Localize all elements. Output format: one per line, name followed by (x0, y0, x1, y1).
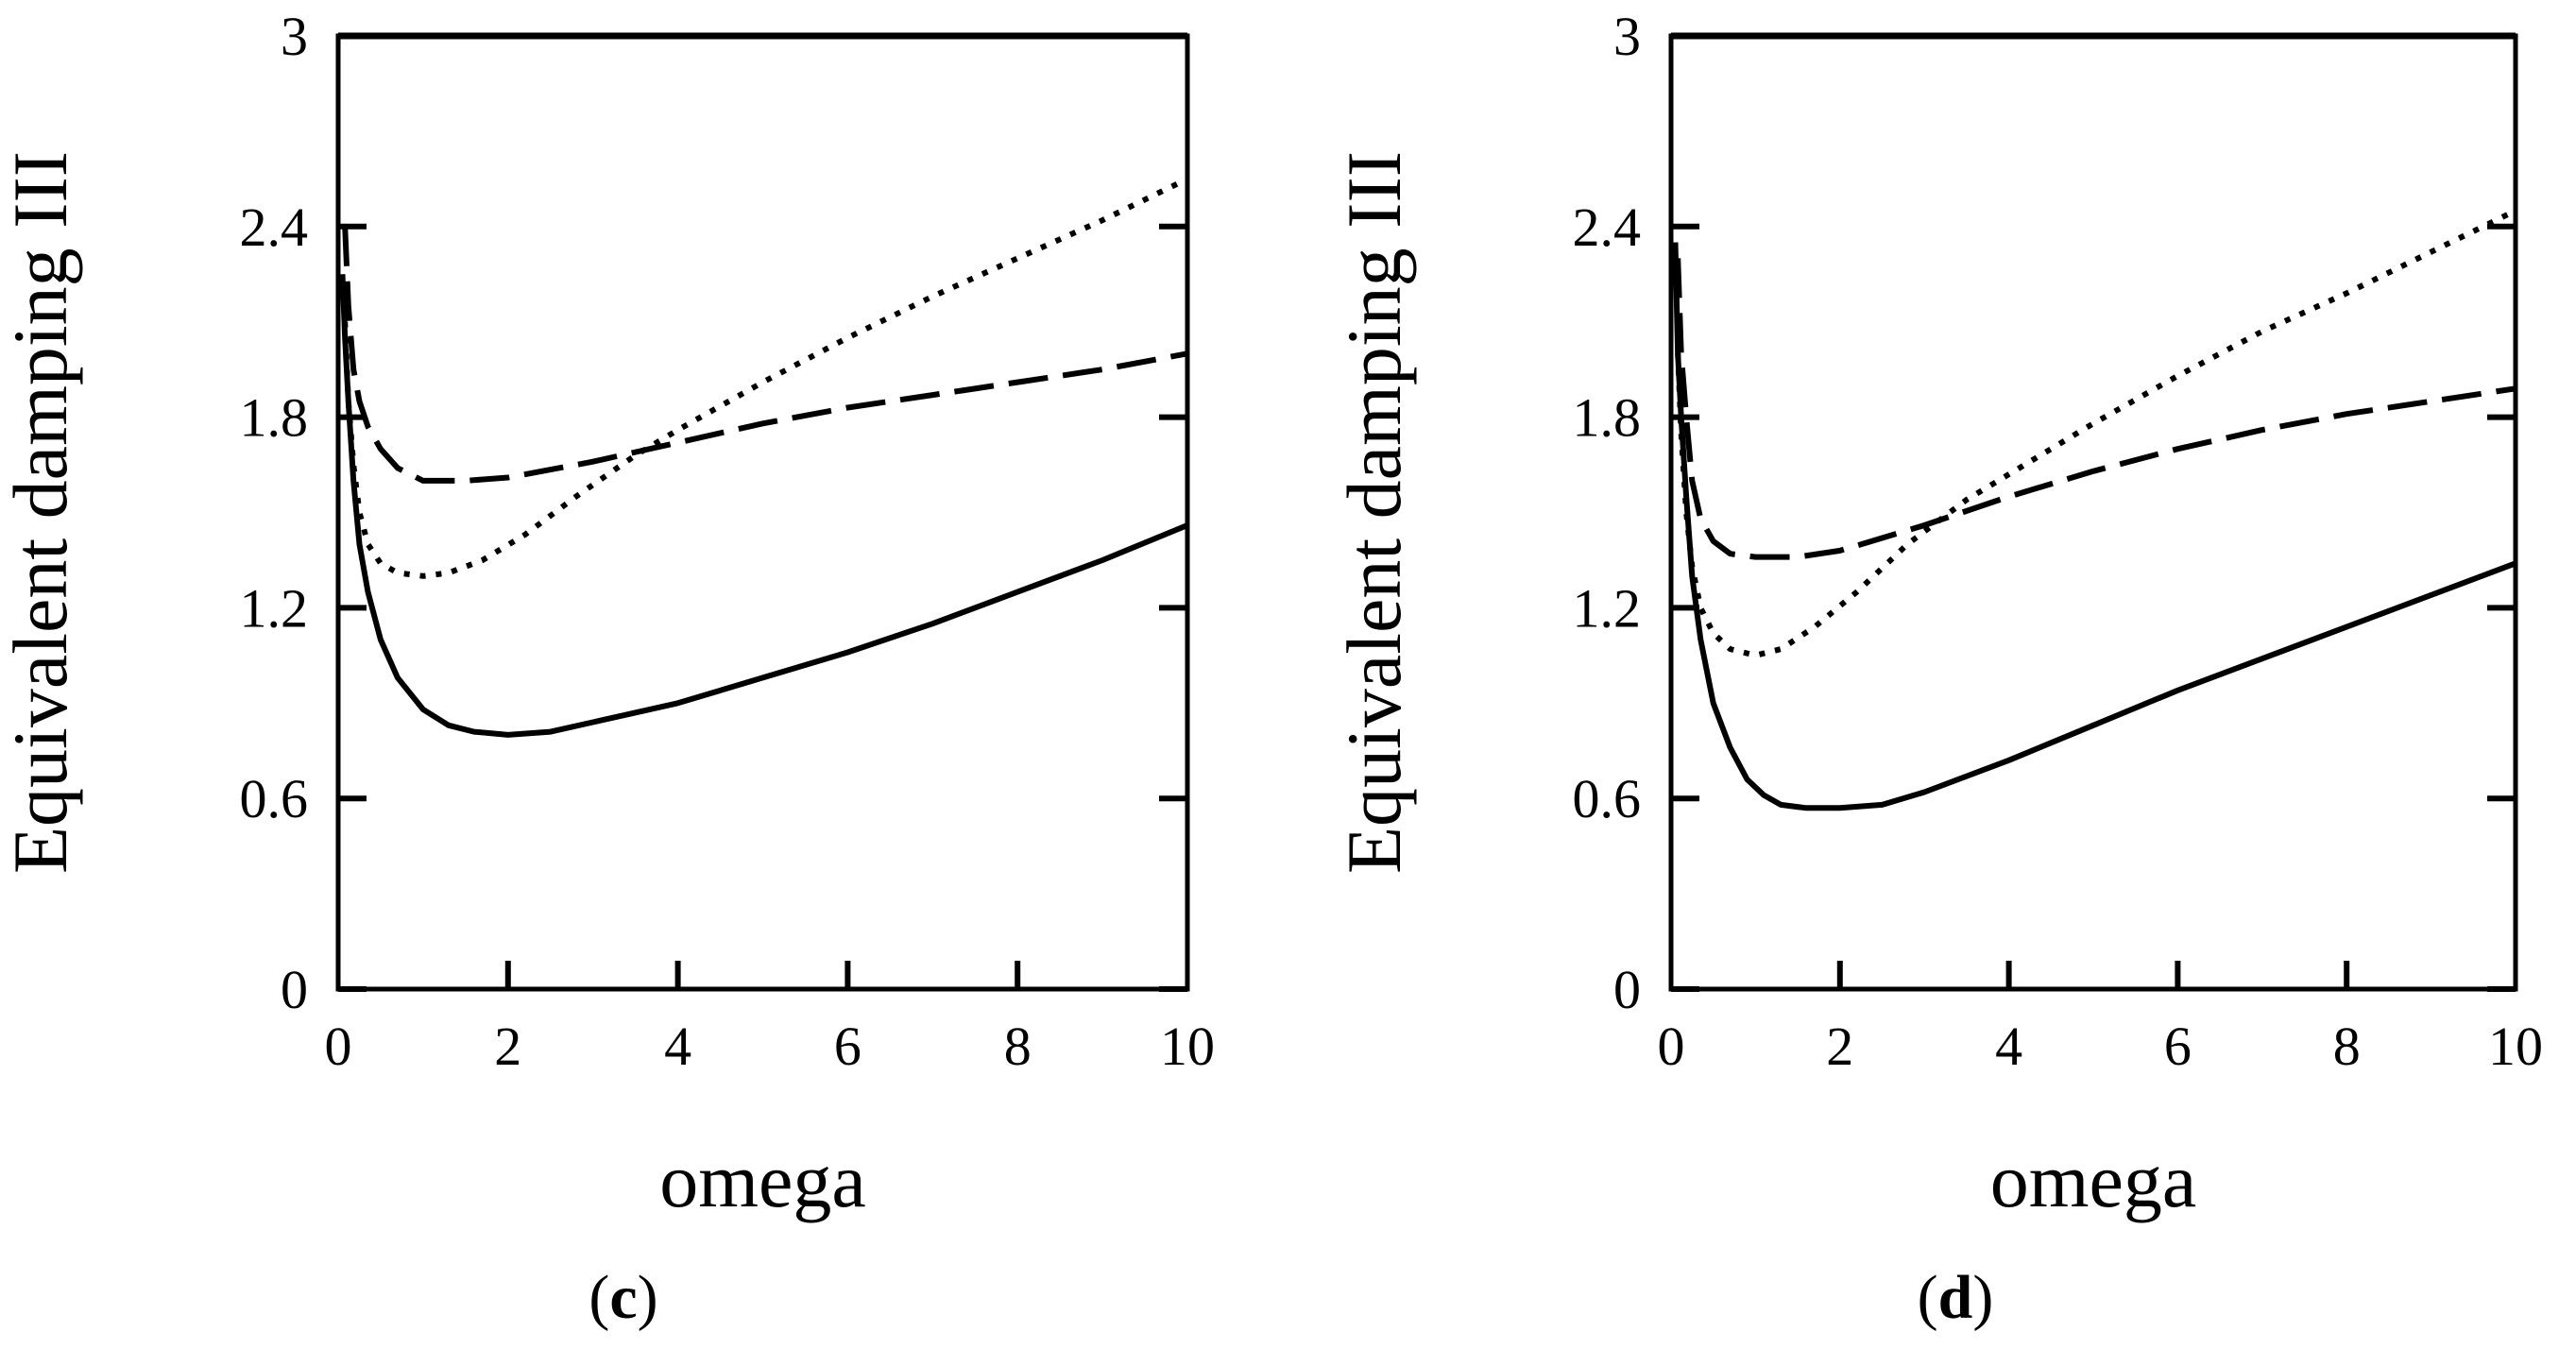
panel-d: 0 0.6 1.2 1.8 2.4 3 0 2 4 6 8 10 omega Equivalent dam… (1331, 6, 2543, 1332)
y-tick-label: 3 (1613, 6, 1641, 67)
plot-frame (1668, 33, 2518, 992)
y-tick-label: 0.6 (240, 768, 309, 829)
y-tick-label: 3 (281, 6, 308, 67)
x-axis-title: omega (1990, 1137, 2197, 1223)
x-tick-label: 4 (1995, 1016, 2022, 1077)
x-tick-label: 10 (1160, 1016, 1215, 1077)
x-tick-label: 10 (2488, 1016, 2543, 1077)
panel-label-open-paren: ( (1918, 1263, 1938, 1332)
series-dashed-line (1675, 258, 2516, 560)
panel-label-letter: d (1938, 1263, 1973, 1332)
panel-label-letter: c (609, 1263, 637, 1332)
series-solid-line (1672, 242, 2517, 811)
panel-label: (d) (1918, 1263, 1994, 1332)
x-tick-label: 6 (834, 1016, 862, 1077)
series-dashed-line (342, 226, 1188, 484)
series-dotted-line (342, 176, 1189, 579)
y-tick-label: 2.4 (1573, 196, 1642, 258)
x-tick-label: 2 (494, 1016, 521, 1077)
panel-c: 0 0.6 1.2 1.8 2.4 3 0 2 4 6 8 10 omega Equivalent dam… (0, 6, 1215, 1332)
x-tick-label: 6 (2164, 1016, 2192, 1077)
x-tick-label: 8 (1004, 1016, 1032, 1077)
x-tick-label: 4 (664, 1016, 691, 1077)
x-tick-label: 0 (1658, 1016, 1685, 1077)
y-tick-label: 1.8 (1573, 387, 1642, 449)
plot-frame (335, 33, 1190, 992)
x-tick-label: 2 (1826, 1016, 1853, 1077)
series-dotted-line (1675, 208, 2517, 658)
y-tick-label: 1.2 (1573, 577, 1642, 639)
x-axis-title: omega (659, 1137, 866, 1223)
panel-label-close-paren: ) (1972, 1263, 1993, 1332)
y-axis-title: Equivalent damping III (0, 151, 83, 874)
y-axis-title: Equivalent damping III (1331, 151, 1417, 874)
x-tick-label: 8 (2333, 1016, 2361, 1077)
y-tick-label: 0.6 (1573, 768, 1642, 829)
panel-label-open-paren: ( (589, 1263, 609, 1332)
panel-label: (c) (589, 1263, 657, 1332)
y-tick-label: 1.8 (240, 387, 309, 449)
y-tick-label: 1.2 (240, 577, 309, 639)
y-tick-label: 0 (1613, 959, 1641, 1020)
panel-label-close-paren: ) (638, 1263, 658, 1332)
series-solid-line (339, 274, 1189, 738)
x-tick-label: 0 (325, 1016, 352, 1077)
y-tick-label: 0 (281, 959, 308, 1020)
y-tick-label: 2.4 (240, 196, 309, 258)
